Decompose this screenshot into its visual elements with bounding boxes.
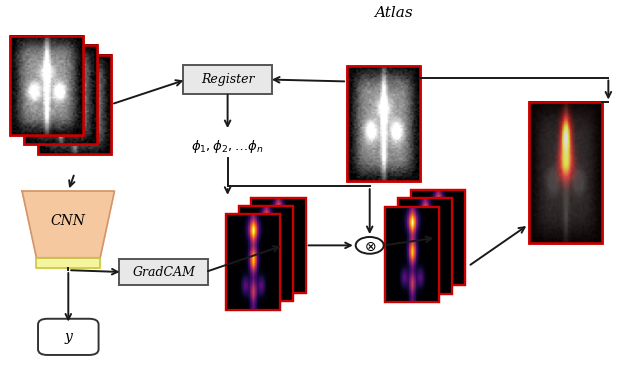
Text: Atlas: Atlas xyxy=(374,6,413,20)
Bar xyxy=(24,45,97,144)
Bar xyxy=(529,103,602,243)
Bar xyxy=(10,36,83,135)
Text: GradCAM: GradCAM xyxy=(132,266,195,278)
FancyBboxPatch shape xyxy=(38,319,99,355)
FancyBboxPatch shape xyxy=(119,259,209,285)
Bar xyxy=(10,36,83,135)
Bar xyxy=(411,190,465,285)
Text: Register: Register xyxy=(201,73,254,86)
Bar xyxy=(411,190,465,285)
Bar xyxy=(529,103,602,243)
Bar xyxy=(385,207,440,302)
Bar xyxy=(226,215,280,310)
Polygon shape xyxy=(22,191,115,258)
Bar xyxy=(347,66,420,180)
Bar xyxy=(38,55,111,154)
Bar xyxy=(239,206,293,301)
FancyBboxPatch shape xyxy=(183,65,272,94)
Bar xyxy=(38,55,111,154)
Text: y: y xyxy=(65,330,72,344)
Bar xyxy=(385,207,440,302)
Bar xyxy=(347,66,420,180)
Bar xyxy=(252,198,306,293)
Text: $\otimes$: $\otimes$ xyxy=(364,240,376,253)
Polygon shape xyxy=(36,258,100,268)
Bar xyxy=(252,198,306,293)
Bar xyxy=(398,199,452,294)
Bar xyxy=(398,199,452,294)
Bar xyxy=(24,45,97,144)
Bar xyxy=(226,215,280,310)
Text: CNN: CNN xyxy=(51,214,86,228)
Bar xyxy=(239,206,293,301)
Text: $\phi_1, \phi_2, \ldots \phi_n$: $\phi_1, \phi_2, \ldots \phi_n$ xyxy=(191,138,264,155)
